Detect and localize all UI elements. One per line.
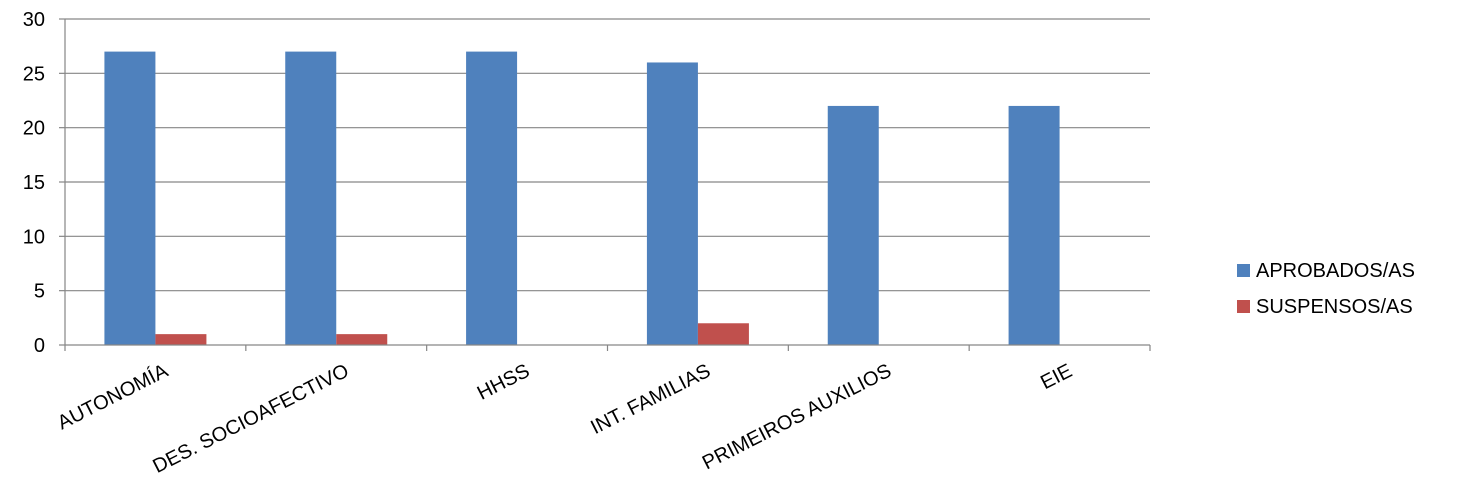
y-tick-label: 5 [34, 281, 45, 303]
y-axis-tick-labels: 0 5 10 15 20 25 30 [23, 9, 45, 357]
bar-aprobados-as-5 [1008, 105, 1060, 345]
bar-suspensos-as-1 [336, 334, 388, 345]
x-category-label: INT. FAMILIAS [587, 360, 714, 439]
legend: APROBADOS/AS SUSPENSOS/AS [1237, 260, 1415, 318]
bar-suspensos-as-0 [155, 334, 207, 345]
y-tick-label: 20 [23, 118, 45, 140]
x-category-label: EIE [1037, 360, 1076, 394]
bar-aprobados-as-0 [104, 51, 156, 345]
y-tick-label: 30 [23, 9, 45, 31]
y-tick-label: 25 [23, 63, 45, 85]
legend-swatch [1237, 264, 1250, 277]
x-category-label: HHSS [474, 360, 534, 405]
bar-aprobados-as-3 [646, 62, 698, 345]
legend-label: SUSPENSOS/AS [1256, 296, 1413, 318]
y-tick-label: 0 [34, 335, 45, 357]
bar-aprobados-as-4 [827, 105, 879, 345]
x-category-label: DES. SOCIOAFECTIVO [149, 360, 352, 478]
gridlines [65, 18, 1150, 292]
x-category-label: PRIMEIROS AUXILIOS [699, 360, 895, 474]
legend-swatch [1237, 300, 1250, 313]
x-category-label: AUTONOMÍA [54, 359, 173, 435]
axes [59, 18, 1151, 351]
legend-label: APROBADOS/AS [1256, 260, 1415, 282]
bar-aprobados-as-2 [466, 51, 518, 345]
bar-aprobados-as-1 [285, 51, 337, 345]
bar-suspensos-as-3 [697, 323, 749, 345]
y-tick-label: 15 [23, 172, 45, 194]
bars [104, 51, 1060, 345]
y-tick-label: 10 [23, 226, 45, 248]
